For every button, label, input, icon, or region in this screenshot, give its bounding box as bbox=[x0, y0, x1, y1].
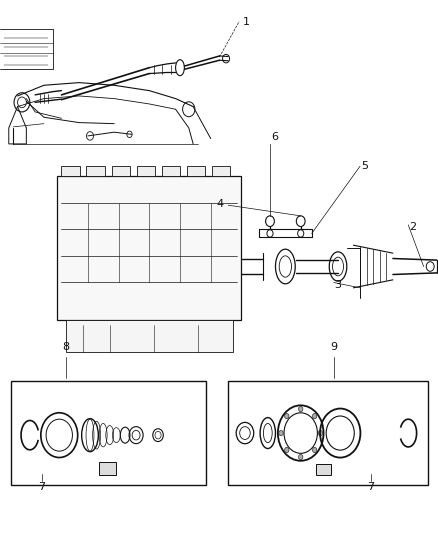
Circle shape bbox=[298, 454, 302, 459]
Bar bbox=[99, 462, 116, 475]
Text: 2: 2 bbox=[408, 222, 415, 231]
Circle shape bbox=[298, 406, 302, 412]
Text: 6: 6 bbox=[270, 132, 277, 142]
Text: 7: 7 bbox=[38, 482, 45, 492]
Bar bbox=[161, 166, 180, 176]
Bar bbox=[86, 166, 105, 176]
Bar bbox=[61, 166, 80, 176]
Circle shape bbox=[284, 414, 288, 419]
Circle shape bbox=[312, 447, 316, 453]
Circle shape bbox=[278, 431, 283, 436]
Circle shape bbox=[312, 414, 316, 419]
Bar bbox=[211, 166, 230, 176]
Text: 1: 1 bbox=[242, 18, 249, 27]
Text: 8: 8 bbox=[62, 342, 69, 352]
Bar bbox=[228, 381, 427, 485]
Bar bbox=[186, 166, 205, 176]
Bar bbox=[57, 176, 241, 320]
Bar bbox=[315, 464, 331, 475]
Text: 5: 5 bbox=[360, 161, 367, 171]
Text: 7: 7 bbox=[367, 482, 374, 492]
Circle shape bbox=[284, 447, 288, 453]
Circle shape bbox=[318, 431, 322, 436]
Text: 9: 9 bbox=[329, 342, 336, 352]
Text: 4: 4 bbox=[216, 199, 223, 208]
Bar bbox=[111, 166, 130, 176]
Bar bbox=[136, 166, 155, 176]
Bar bbox=[66, 320, 232, 352]
Bar bbox=[11, 381, 206, 485]
Text: 3: 3 bbox=[334, 280, 341, 289]
